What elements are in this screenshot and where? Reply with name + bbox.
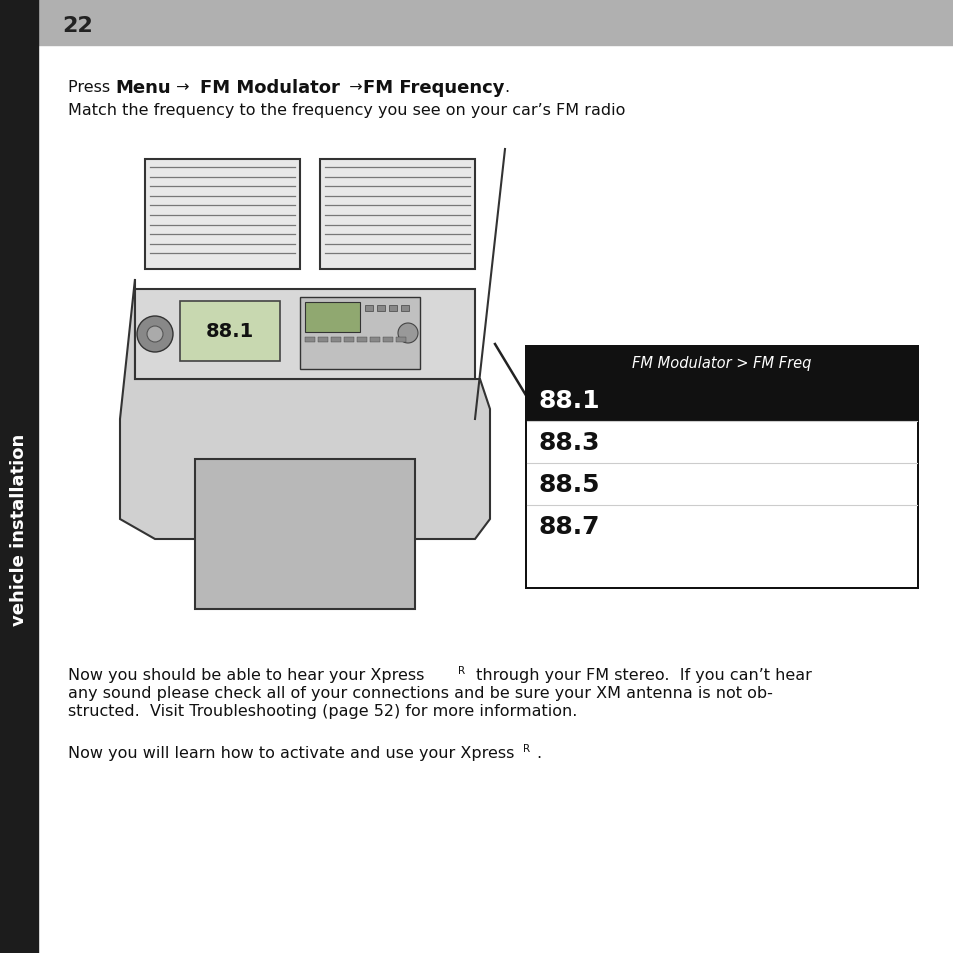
- Text: Menu: Menu: [115, 79, 171, 97]
- Text: .: .: [504, 80, 509, 95]
- Bar: [344, 337, 354, 343]
- Bar: [370, 337, 379, 343]
- Bar: [526, 379, 916, 421]
- Text: Now you will learn how to activate and use your Xpress: Now you will learn how to activate and u…: [68, 745, 514, 760]
- Text: 88.1: 88.1: [206, 322, 253, 341]
- Bar: [305, 303, 359, 333]
- Text: Press: Press: [68, 80, 115, 95]
- Bar: [331, 337, 340, 343]
- Text: structed.  Visit Troubleshooting (page 52) for more information.: structed. Visit Troubleshooting (page 52…: [68, 703, 577, 719]
- Text: 88.5: 88.5: [538, 473, 599, 497]
- Text: 22: 22: [62, 16, 92, 36]
- Bar: [194, 459, 415, 609]
- Text: 88.7: 88.7: [538, 515, 599, 538]
- Text: through your FM stereo.  If you can’t hear: through your FM stereo. If you can’t hea…: [471, 667, 811, 682]
- Text: Now you should be able to hear your Xpress: Now you should be able to hear your Xpre…: [68, 667, 424, 682]
- Circle shape: [137, 316, 172, 353]
- Text: →: →: [171, 80, 199, 95]
- Bar: [376, 306, 385, 312]
- Bar: [305, 337, 314, 343]
- Text: FM Modulator > FM Freq: FM Modulator > FM Freq: [632, 356, 811, 371]
- Bar: [400, 306, 409, 312]
- Bar: [95, 140, 544, 609]
- Text: Match the frequency to the frequency you see on your car’s FM radio: Match the frequency to the frequency you…: [68, 102, 625, 117]
- Bar: [0, 0, 38, 953]
- Bar: [526, 379, 916, 587]
- Text: R: R: [457, 665, 465, 676]
- Bar: [145, 160, 299, 270]
- Bar: [526, 348, 916, 379]
- Bar: [356, 337, 367, 343]
- Circle shape: [147, 327, 163, 343]
- Bar: [389, 306, 396, 312]
- Text: FM Modulator: FM Modulator: [199, 79, 339, 97]
- Bar: [38, 0, 953, 46]
- Text: →: →: [339, 80, 363, 95]
- Bar: [395, 337, 406, 343]
- Bar: [382, 337, 393, 343]
- Bar: [365, 306, 373, 312]
- Bar: [135, 290, 475, 379]
- Polygon shape: [120, 280, 490, 539]
- Bar: [319, 160, 475, 270]
- Text: R: R: [522, 743, 530, 753]
- Text: .: .: [536, 745, 540, 760]
- Bar: [524, 346, 918, 589]
- Bar: [317, 337, 328, 343]
- Text: 88.3: 88.3: [538, 431, 599, 455]
- Bar: [299, 297, 419, 370]
- Text: FM Frequency: FM Frequency: [363, 79, 504, 97]
- Bar: [180, 302, 280, 361]
- Text: 88.1: 88.1: [538, 389, 600, 413]
- Circle shape: [397, 324, 417, 344]
- Text: any sound please check all of your connections and be sure your XM antenna is no: any sound please check all of your conne…: [68, 685, 772, 700]
- Text: vehicle installation: vehicle installation: [10, 434, 28, 625]
